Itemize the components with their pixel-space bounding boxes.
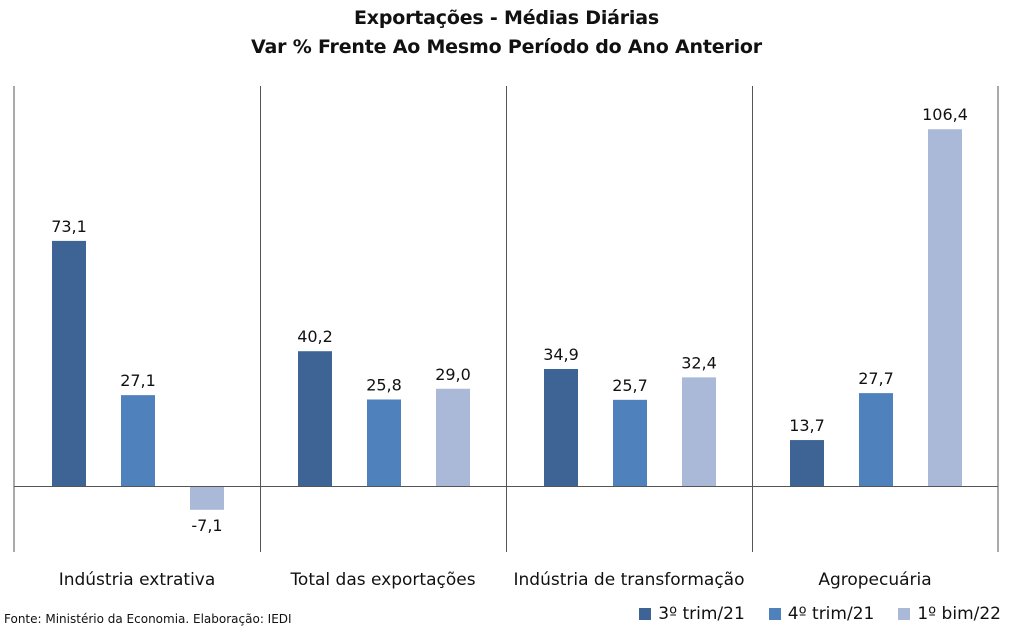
bar: [613, 399, 647, 486]
data-label: 25,8: [366, 375, 402, 394]
data-label: 34,9: [543, 345, 579, 364]
bar: [52, 240, 86, 486]
category-label: Indústria de transformação: [514, 570, 745, 590]
legend-item-series-0: 3º trim/21: [639, 604, 745, 624]
bar: [544, 368, 578, 486]
legend-item-series-2: 1º bim/22: [898, 604, 1001, 624]
bar: [928, 129, 962, 487]
legend: 3º trim/21 4º trim/21 1º bim/22: [615, 604, 1001, 624]
data-label: 32,4: [681, 353, 717, 372]
data-label: 73,1: [51, 217, 87, 236]
source-note: Fonte: Ministério da Economia. Elaboraçã…: [4, 612, 292, 626]
category-label: Total das exportações: [289, 570, 475, 590]
chart-subtitle: Var % Frente Ao Mesmo Período do Ano Ant…: [251, 36, 762, 58]
bar: [436, 388, 470, 486]
data-label: 29,0: [435, 365, 471, 384]
bar: [790, 440, 824, 486]
legend-label-series-0: 3º trim/21: [658, 604, 745, 624]
bar: [859, 393, 893, 486]
bar: [121, 395, 155, 486]
data-label: 106,4: [922, 105, 968, 124]
bar: [298, 351, 332, 486]
legend-label-series-2: 1º bim/22: [917, 604, 1001, 624]
legend-swatch-series-2: [898, 608, 911, 620]
data-label: 27,7: [858, 369, 894, 388]
data-label: 25,7: [612, 376, 648, 395]
data-label: 27,1: [120, 371, 156, 390]
legend-item-series-1: 4º trim/21: [768, 604, 875, 624]
legend-swatch-series-0: [639, 608, 652, 620]
bar: [190, 486, 224, 510]
data-label: -7,1: [191, 516, 222, 535]
bar: [367, 399, 401, 486]
legend-swatch-series-1: [768, 608, 781, 620]
data-label: 13,7: [789, 416, 825, 435]
legend-label-series-1: 4º trim/21: [787, 604, 875, 624]
category-label: Indústria extrativa: [59, 570, 216, 590]
bar-chart: 73,1 27,1 -7,1 Indústria extrativa 40,2 25,8 2…: [13, 86, 999, 590]
category-label: Agropecuária: [818, 570, 931, 590]
chart-title: Exportações - Médias Diárias: [354, 7, 659, 29]
bar: [682, 377, 716, 486]
data-label: 40,2: [297, 327, 333, 346]
